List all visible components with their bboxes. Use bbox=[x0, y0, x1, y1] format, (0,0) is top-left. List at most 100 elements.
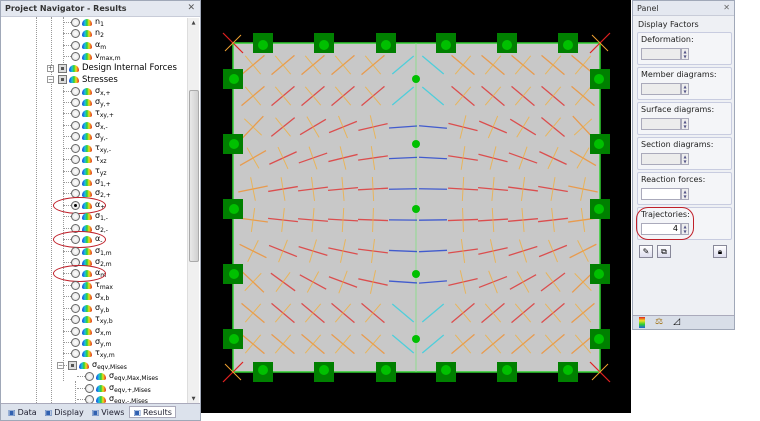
result-label: αm bbox=[95, 39, 107, 51]
trajectory-line bbox=[334, 334, 352, 354]
checkbox[interactable] bbox=[58, 75, 67, 85]
views-icon: ▣ bbox=[91, 407, 100, 417]
result-label: τxz bbox=[95, 154, 107, 166]
radio-button[interactable] bbox=[85, 372, 94, 382]
results-icon bbox=[82, 316, 92, 324]
factors-icon[interactable]: ⚖ bbox=[655, 317, 664, 327]
edit-button[interactable]: ✎ bbox=[639, 245, 653, 258]
scrollbar[interactable]: ▲ ▼ bbox=[187, 18, 199, 404]
spinner-buttons: ▲ ▼ bbox=[681, 118, 689, 130]
radio-button[interactable] bbox=[71, 326, 80, 336]
radio-button[interactable] bbox=[71, 18, 80, 27]
radio-button[interactable] bbox=[71, 86, 80, 96]
radio-button[interactable] bbox=[71, 212, 80, 222]
radio-button[interactable] bbox=[85, 383, 94, 393]
trajectory-line bbox=[372, 207, 374, 233]
radio-button[interactable] bbox=[71, 109, 80, 119]
tree-item[interactable]: τxy,b bbox=[71, 314, 113, 325]
collapse-icon[interactable]: − bbox=[57, 361, 64, 369]
radio-button[interactable] bbox=[71, 178, 80, 188]
radio-button[interactable] bbox=[71, 349, 80, 359]
tree-group[interactable]: + Design Internal Forces bbox=[47, 63, 177, 74]
results-icon bbox=[82, 53, 92, 61]
tree-item[interactable]: τyz bbox=[71, 166, 107, 177]
factor-input[interactable]: 4 bbox=[641, 223, 681, 235]
tree-item[interactable]: vmax,m bbox=[71, 51, 121, 62]
copy-button[interactable]: ⧉ bbox=[657, 245, 671, 258]
checkbox[interactable] bbox=[68, 360, 77, 370]
display-icon: ▣ bbox=[44, 407, 53, 417]
corner-marker bbox=[224, 363, 242, 381]
spinner-buttons[interactable]: ▲ ▼ bbox=[681, 188, 689, 200]
trajectory-line bbox=[418, 156, 448, 160]
trajectory-canvas[interactable] bbox=[201, 0, 631, 413]
model-view[interactable] bbox=[201, 0, 631, 413]
scroll-thumb[interactable] bbox=[189, 90, 199, 262]
tab-views[interactable]: ▣ Views bbox=[91, 407, 125, 417]
radio-button[interactable] bbox=[71, 143, 80, 153]
radio-button[interactable] bbox=[71, 29, 80, 39]
tree-item[interactable]: σy,+ bbox=[71, 97, 111, 108]
tree-item[interactable]: σ1,+ bbox=[71, 177, 111, 188]
radio-button[interactable] bbox=[71, 40, 80, 50]
collapse-icon[interactable]: − bbox=[47, 76, 54, 84]
factor-label: Member diagrams: bbox=[641, 70, 717, 79]
radio-button[interactable] bbox=[71, 280, 80, 290]
tree-item[interactable]: τxy,- bbox=[71, 143, 111, 154]
tree-item[interactable]: σ1,m bbox=[71, 246, 112, 257]
tab-data[interactable]: ▣ Data bbox=[8, 407, 37, 417]
radio-button[interactable] bbox=[71, 338, 80, 348]
tree-item[interactable]: σx,+ bbox=[71, 86, 111, 97]
checkbox[interactable] bbox=[58, 63, 67, 73]
tree-group[interactable]: − σeqv,Mises bbox=[57, 360, 127, 371]
lock-button[interactable]: 🔒︎ bbox=[713, 245, 727, 258]
tree-item[interactable]: n1 bbox=[71, 17, 104, 28]
expand-icon[interactable]: + bbox=[47, 64, 54, 72]
tree-item[interactable]: σ1,- bbox=[71, 211, 108, 222]
tab-display[interactable]: ▣ Display bbox=[44, 407, 84, 417]
highlight-ellipse bbox=[53, 265, 106, 283]
view-icon[interactable]: ◿ bbox=[673, 317, 680, 327]
trajectory-line bbox=[518, 146, 528, 170]
tree-item[interactable]: σy,- bbox=[71, 131, 108, 142]
close-icon[interactable]: ✕ bbox=[187, 3, 195, 13]
tree-item[interactable]: τxy,+ bbox=[71, 108, 114, 119]
node bbox=[441, 40, 451, 50]
factor-input[interactable] bbox=[641, 188, 681, 200]
color-scale-icon[interactable] bbox=[639, 317, 645, 328]
results-icon bbox=[82, 179, 92, 187]
close-icon[interactable]: ✕ bbox=[723, 3, 730, 12]
radio-button[interactable] bbox=[71, 155, 80, 165]
tree-item[interactable]: σeqv,Max,Mises bbox=[85, 371, 158, 382]
tree-item[interactable]: τxy,m bbox=[71, 348, 115, 359]
radio-button[interactable] bbox=[71, 315, 80, 325]
panel-tabs: ⚖ ◿ bbox=[633, 315, 734, 329]
trajectory-line bbox=[244, 303, 262, 323]
result-label: τxy,- bbox=[95, 142, 112, 154]
radio-button[interactable] bbox=[71, 246, 80, 256]
radio-button[interactable] bbox=[71, 52, 80, 62]
radio-button[interactable] bbox=[71, 98, 80, 107]
node bbox=[594, 74, 604, 84]
spinner-buttons: ▲ ▼ bbox=[681, 153, 689, 165]
radio-button[interactable] bbox=[71, 303, 80, 313]
tree-group[interactable]: − Stresses bbox=[47, 74, 118, 85]
tree-item[interactable]: τmax bbox=[71, 280, 113, 291]
tree-item[interactable]: αm bbox=[71, 40, 106, 51]
tree-item[interactable]: σy,b bbox=[71, 303, 109, 314]
radio-button[interactable] bbox=[71, 292, 80, 302]
tree-item[interactable]: σx,b bbox=[71, 291, 109, 302]
tree-item[interactable]: n2 bbox=[71, 28, 104, 39]
radio-button[interactable] bbox=[71, 120, 80, 130]
tree-item[interactable]: σeqv,+,Mises bbox=[85, 383, 151, 394]
node bbox=[441, 365, 451, 375]
tree-item[interactable]: τxz bbox=[71, 154, 107, 165]
radio-button[interactable] bbox=[71, 166, 80, 176]
node bbox=[594, 269, 604, 279]
tab-results[interactable]: ▣ Results bbox=[129, 406, 176, 418]
radio-button[interactable] bbox=[71, 132, 80, 142]
trajectory-line bbox=[341, 207, 345, 233]
tree-item[interactable]: σy,m bbox=[71, 337, 111, 348]
tree-item[interactable]: σx,- bbox=[71, 120, 108, 131]
tree-item[interactable]: σx,m bbox=[71, 326, 111, 337]
